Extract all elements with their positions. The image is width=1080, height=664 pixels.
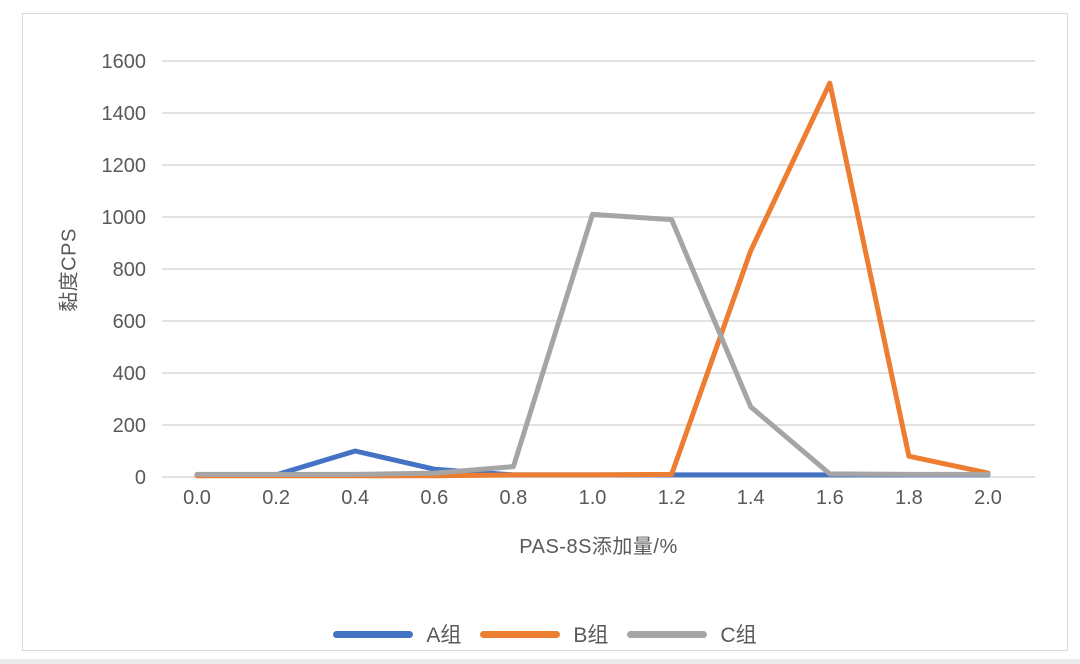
- series-line-A组: [194, 448, 991, 478]
- page-edge-strip: [0, 659, 1080, 664]
- legend-item-A组: A组: [333, 619, 461, 649]
- legend-label: B组: [573, 624, 609, 647]
- legend-item-B组: B组: [480, 619, 608, 649]
- y-tick-label: 1000: [102, 207, 147, 229]
- x-tick-label: 0.8: [499, 487, 527, 509]
- y-tick-label: 1600: [102, 51, 147, 73]
- x-tick-label: 1.2: [658, 487, 686, 509]
- y-tick-label: 400: [113, 363, 146, 385]
- legend: A组 B组 C组: [22, 619, 1068, 649]
- y-tick-label: 1400: [102, 103, 147, 125]
- legend-swatch-icon: [627, 630, 708, 638]
- legend-swatch-icon: [333, 630, 414, 638]
- x-tick-label: 1.4: [737, 487, 765, 509]
- x-tick-label: 2.0: [974, 487, 1002, 509]
- x-axis-title: PAS-8S添加量/%: [519, 536, 678, 558]
- x-tick-label: 0.2: [262, 487, 290, 509]
- y-tick-label: 600: [113, 311, 146, 333]
- chart-card: [22, 13, 1068, 651]
- x-tick-label: 0.6: [420, 487, 448, 509]
- legend-swatch-icon: [480, 630, 561, 638]
- x-tick-label: 0.0: [183, 487, 211, 509]
- y-tick-label: 0: [135, 467, 146, 489]
- y-tick-label: 1200: [102, 155, 147, 177]
- y-tick-label: 800: [113, 259, 146, 281]
- legend-item-C组: C组: [627, 619, 757, 649]
- y-tick-label: 200: [113, 415, 146, 437]
- y-axis-title: 黏度CPS: [58, 228, 81, 312]
- x-tick-label: 1.0: [579, 487, 607, 509]
- legend-label: C组: [720, 624, 757, 647]
- series-line-B组: [194, 80, 991, 479]
- series-line-C组: [194, 211, 991, 477]
- x-tick-label: 1.8: [895, 487, 923, 509]
- x-tick-label: 0.4: [341, 487, 369, 509]
- legend-label: A组: [426, 624, 462, 647]
- x-tick-label: 1.6: [816, 487, 844, 509]
